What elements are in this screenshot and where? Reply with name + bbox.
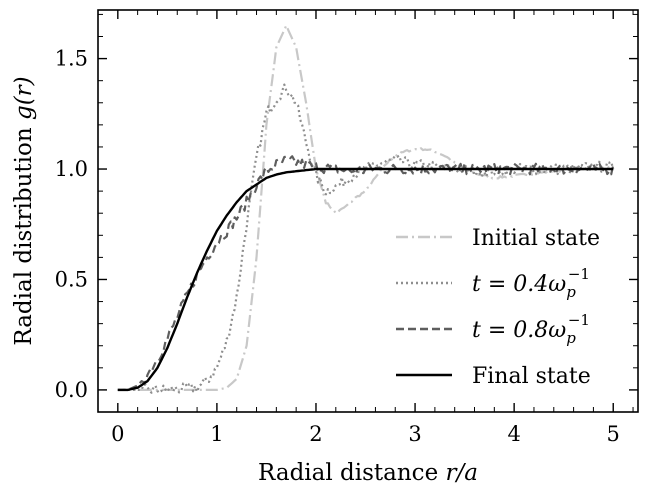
legend: Initial state t = 0.4ωp−1 t = 0.8ωp−1 Fi… bbox=[396, 226, 600, 389]
legend-label-initial-state: Initial state bbox=[472, 226, 600, 251]
legend-entry-initial-state: Initial state bbox=[396, 226, 600, 251]
y-tick-label: 0.0 bbox=[55, 378, 88, 402]
plot-frame bbox=[97, 9, 639, 413]
series-line-3 bbox=[117, 167, 614, 392]
legend-label-final-state: Final state bbox=[472, 364, 591, 389]
series-line-0 bbox=[117, 24, 614, 391]
legend-label-t08: t = 0.8ωp−1 bbox=[472, 311, 590, 347]
x-tick-label: 1 bbox=[210, 422, 223, 446]
series-layer bbox=[117, 24, 615, 394]
ticks-layer: 0 1 2 3 4 5 0.0 0.5 1.0 1.5 bbox=[55, 10, 638, 446]
x-tick-label: 0 bbox=[111, 422, 124, 446]
y-tick-label: 1.0 bbox=[55, 157, 88, 181]
x-tick-label: 3 bbox=[408, 422, 421, 446]
y-tick-label: 1.5 bbox=[55, 47, 88, 71]
legend-entry-t08: t = 0.8ωp−1 bbox=[396, 311, 590, 347]
legend-entry-final-state: Final state bbox=[396, 364, 591, 389]
y-axis-title: Radial distribution g(r) bbox=[11, 76, 37, 345]
x-tick-label: 2 bbox=[309, 422, 322, 446]
y-tick-label: 0.5 bbox=[55, 267, 88, 291]
x-tick-label: 4 bbox=[507, 422, 520, 446]
x-tick-label: 5 bbox=[607, 422, 620, 446]
series-line-1 bbox=[117, 83, 615, 394]
legend-label-t04: t = 0.4ωp−1 bbox=[472, 265, 590, 301]
legend-entry-t04: t = 0.4ωp−1 bbox=[396, 265, 590, 301]
x-axis-title: Radial distance r/a bbox=[258, 460, 478, 486]
